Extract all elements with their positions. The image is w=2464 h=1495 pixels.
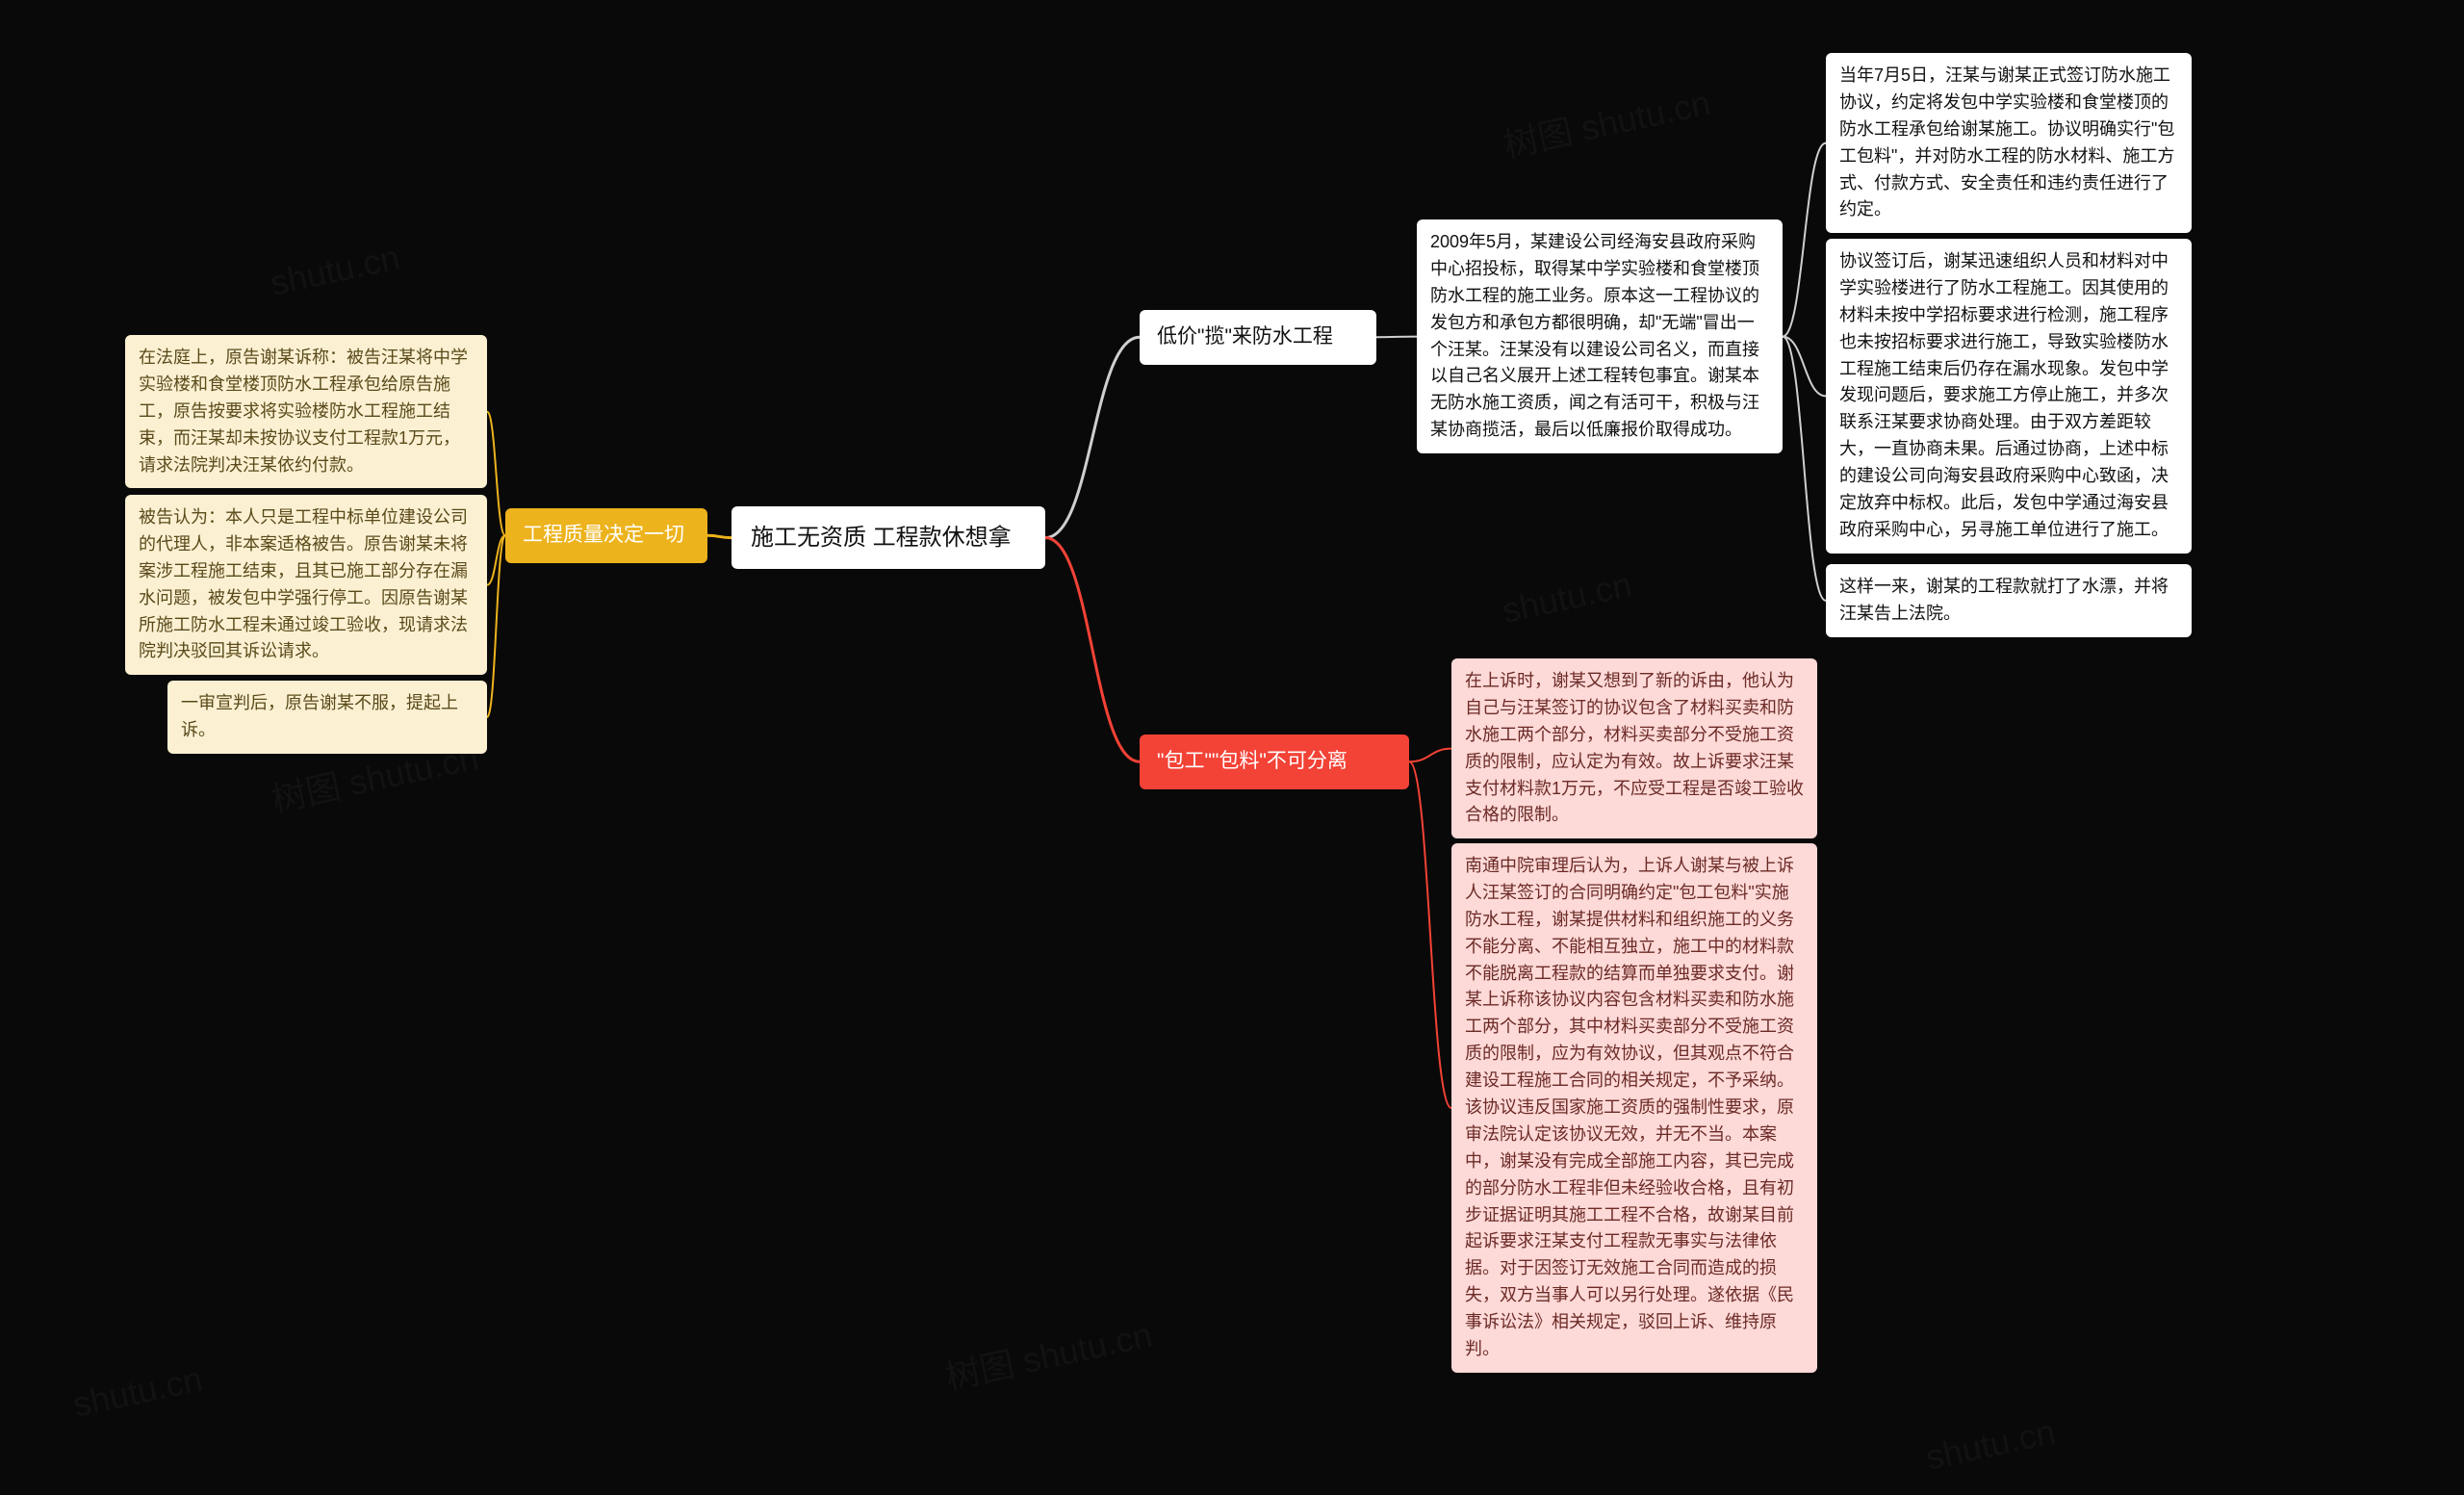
node-pink_a: 在上诉时，谢某又想到了新的诉由，他认为自己与汪某签订的协议包含了材料买卖和防水施… — [1451, 658, 1817, 838]
node-far_b: 协议签订后，谢某迅速组织人员和材料对中学实验楼进行了防水工程施工。因其使用的材料… — [1826, 239, 2192, 554]
node-right_bot: "包工""包料"不可分离 — [1140, 735, 1409, 789]
edge-right_top_mid-far_c — [1783, 337, 1826, 601]
watermark-4: 树图 shutu.cn — [940, 1307, 1156, 1400]
node-root: 施工无资质 工程款休想拿 — [732, 506, 1045, 569]
node-left_main: 工程质量决定一切 — [505, 508, 707, 563]
edge-root-right_top — [1045, 337, 1140, 537]
node-left_a: 在法庭上，原告谢某诉称：被告汪某将中学实验楼和食堂楼顶防水工程承包给原告施工，原… — [125, 335, 487, 488]
edge-root-right_bot — [1045, 538, 1140, 762]
edge-left_main-left_a — [487, 412, 505, 536]
node-far_a: 当年7月5日，汪某与谢某正式签订防水施工协议，约定将发包中学实验楼和食堂楼顶的防… — [1826, 53, 2192, 233]
node-right_top: 低价"揽"来防水工程 — [1140, 310, 1376, 365]
node-pink_b: 南通中院审理后认为，上诉人谢某与被上诉人汪某签订的合同明确约定"包工包料"实施防… — [1451, 843, 1817, 1373]
node-right_top_mid: 2009年5月，某建设公司经海安县政府采购中心招投标，取得某中学实验楼和食堂楼顶… — [1417, 219, 1783, 453]
watermark-2: 树图 shutu.cn — [1499, 75, 1714, 168]
edge-left_main-left_b — [487, 535, 505, 584]
edge-right_top_mid-far_a — [1783, 143, 1826, 337]
node-far_c: 这样一来，谢某的工程款就打了水漂，并将汪某告上法院。 — [1826, 564, 2192, 637]
watermark-6: shutu.cn — [1922, 1411, 2059, 1478]
edge-right_top-right_top_mid — [1376, 337, 1417, 338]
edge-right_top_mid-far_b — [1783, 337, 1826, 397]
node-left_b: 被告认为：本人只是工程中标单位建设公司的代理人，非本案适格被告。原告谢某未将案涉… — [125, 495, 487, 675]
watermark-1: shutu.cn — [267, 237, 403, 303]
edge-left_main-left_c — [487, 535, 505, 717]
node-left_c: 一审宣判后，原告谢某不服，提起上诉。 — [167, 681, 487, 754]
watermark-3: shutu.cn — [1499, 564, 1635, 631]
watermark-5: shutu.cn — [69, 1358, 206, 1425]
edge-root-left_main — [707, 535, 732, 537]
edge-right_bot-pink_a — [1409, 749, 1451, 762]
edge-right_bot-pink_b — [1409, 761, 1451, 1108]
